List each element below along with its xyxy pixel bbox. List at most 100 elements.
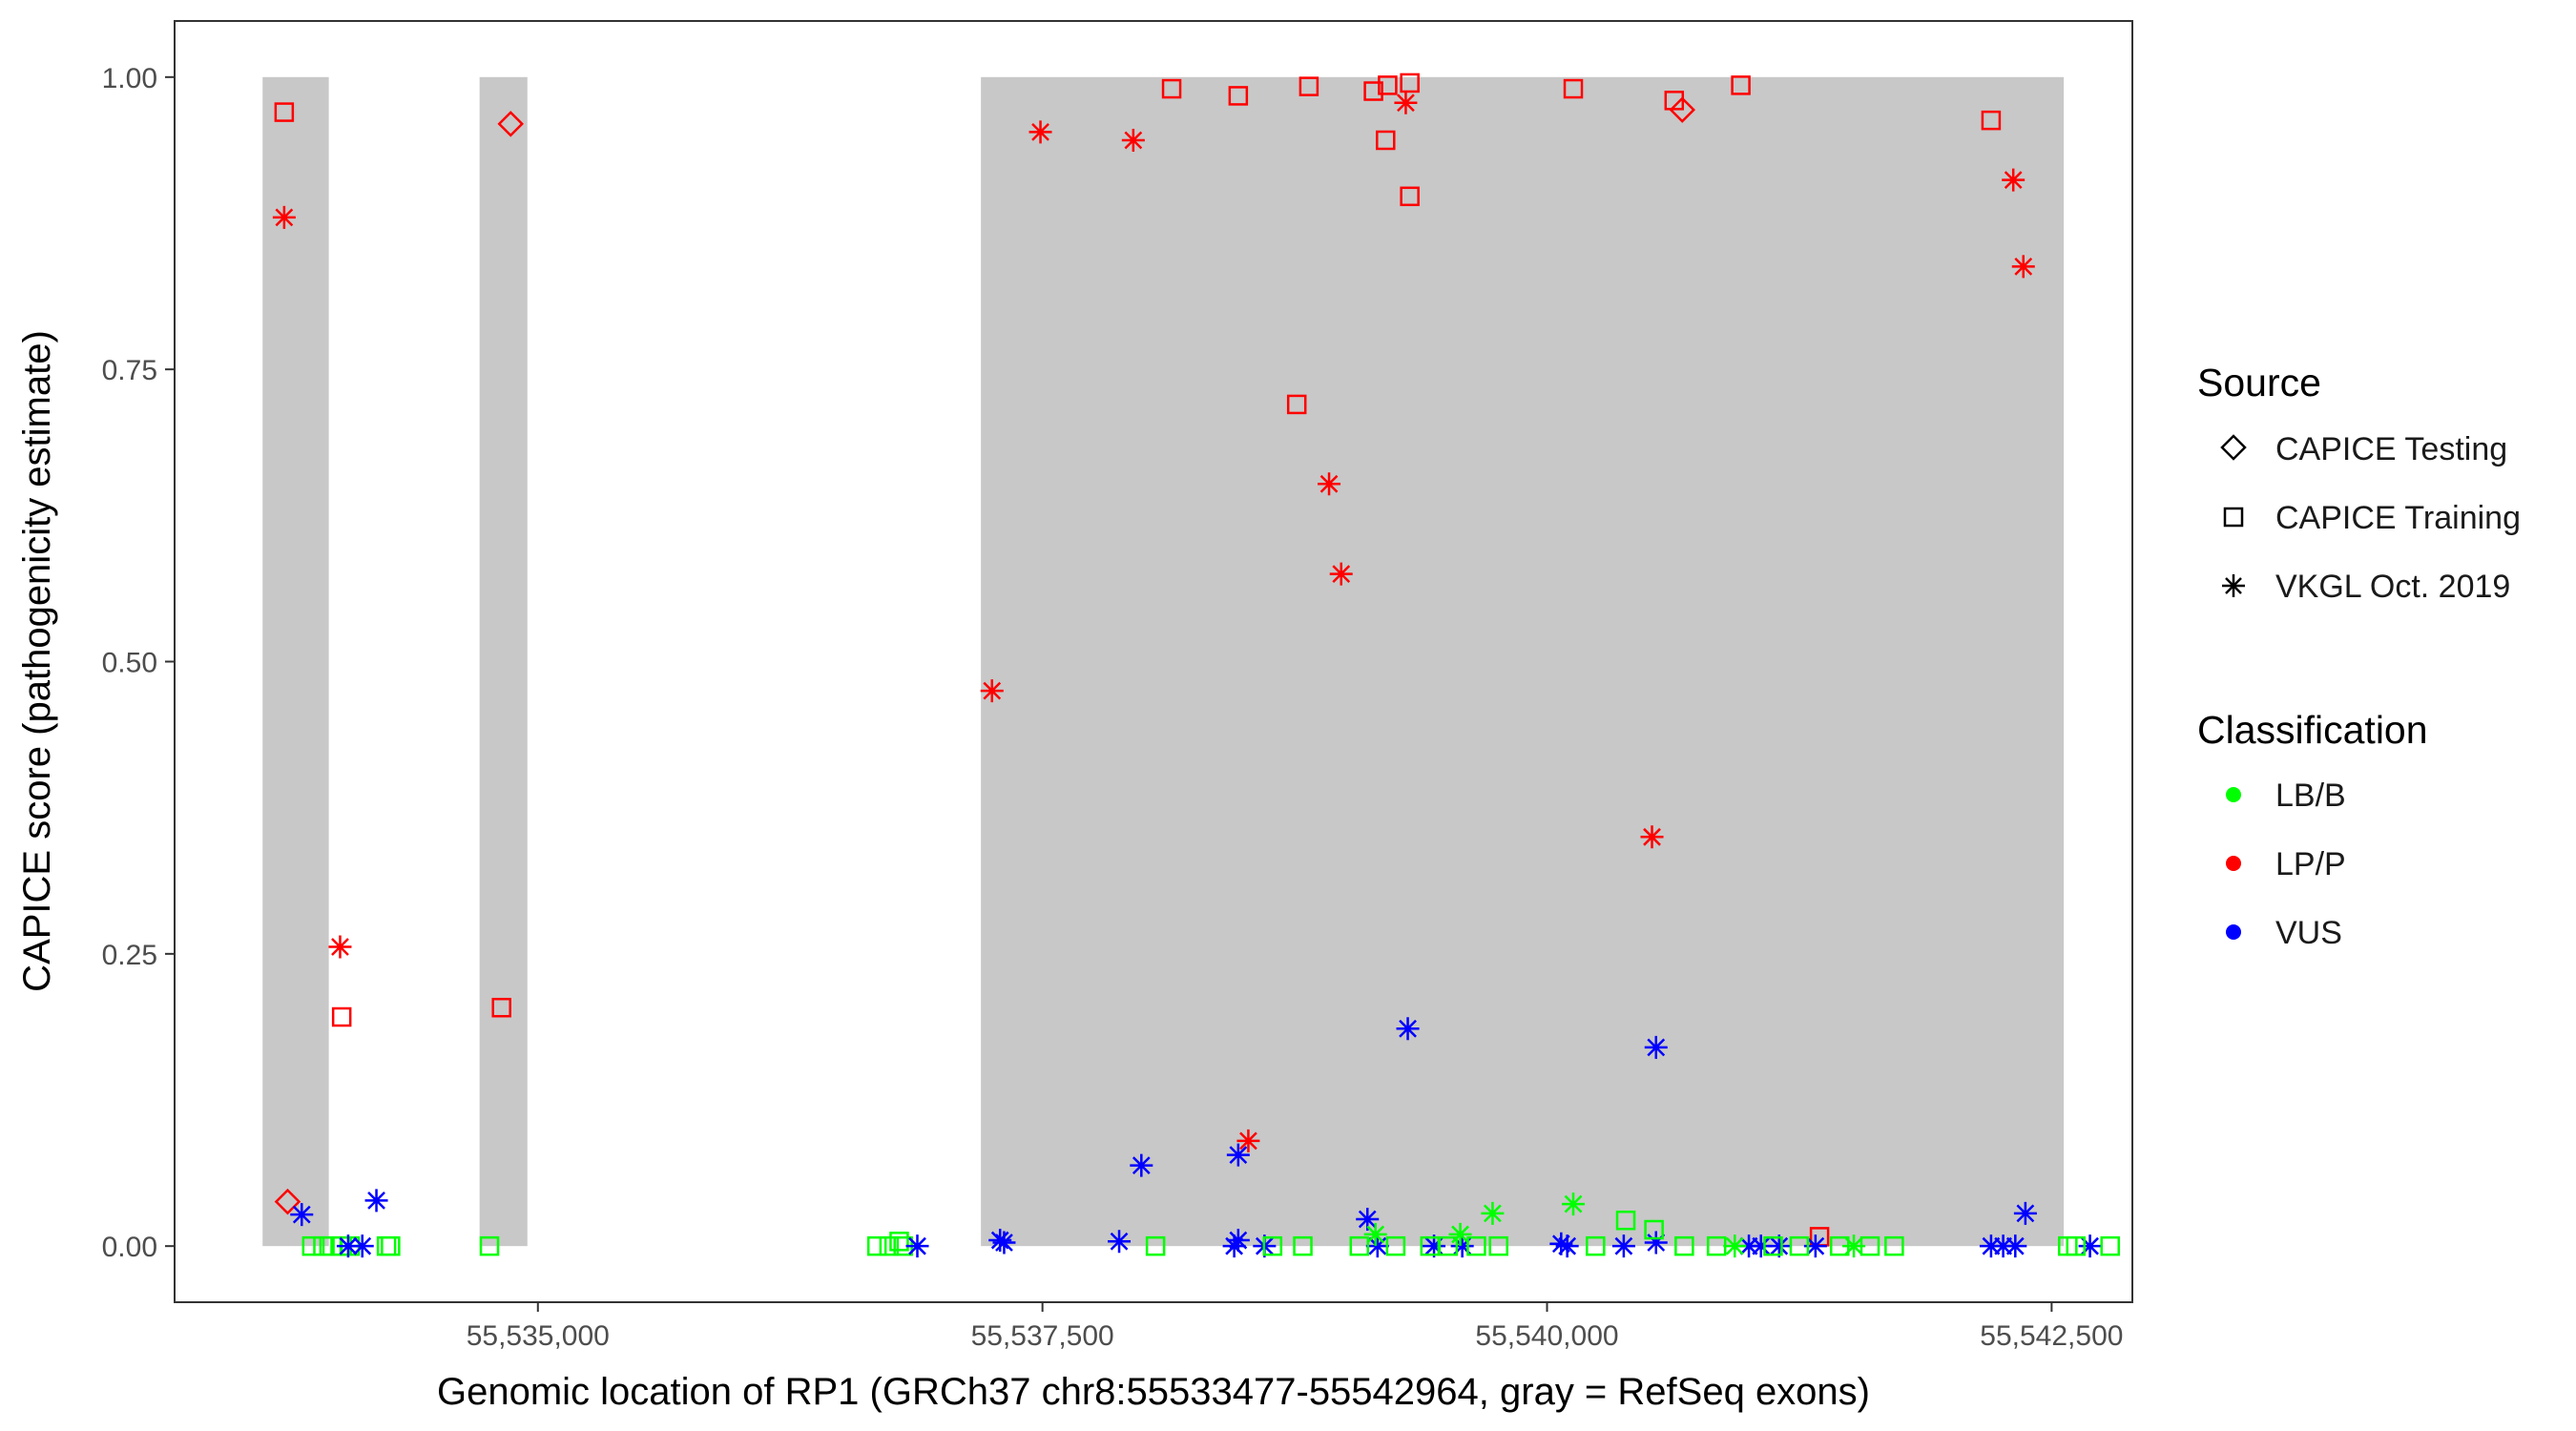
diamond-icon [2220,434,2247,461]
point-asterisk-51 [1644,1035,1668,1059]
point-asterisk-53 [1226,1143,1250,1167]
exon-regions [262,76,2065,1247]
point-square-4 [331,1006,352,1027]
point-asterisk-56 [988,1229,1012,1253]
legend: Source CAPICE Testing CAPICE Training VK… [2197,361,2521,951]
point-asterisk-64 [1450,1234,1474,1258]
point-asterisk-32 [1318,472,1341,496]
point-diamond-42 [1669,96,1696,123]
point-square-35 [1376,130,1396,151]
x-tick-label-2: 55,537,500 [971,1320,1114,1352]
point-asterisk-69 [1737,1234,1761,1258]
point-asterisk-52 [1130,1153,1153,1177]
point-asterisk-24 [905,1234,929,1258]
point-asterisk-59 [1222,1234,1246,1258]
point-asterisk-67 [1611,1234,1635,1258]
point-asterisk-47 [1640,825,1664,849]
x-tick-label-3: 55,540,000 [1475,1320,1618,1352]
point-asterisk-27 [1121,128,1145,152]
point-asterisk-6 [290,1203,314,1227]
point-asterisk-80 [1363,1222,1387,1246]
legend-source-title: Source [2197,361,2321,404]
point-asterisk-16 [350,1234,374,1258]
point-asterisk-15 [336,1234,360,1258]
legend-source-label-testing: CAPICE Testing [2275,431,2507,467]
x-tick-label-1: 55,535,000 [467,1320,610,1352]
point-asterisk-60 [1226,1229,1250,1253]
point-square-36 [1378,75,1398,95]
y-axis-label: CAPICE score (pathogenicity estimate) [16,330,58,992]
y-tick-label-3: 0.50 [102,648,157,679]
point-square-104 [2100,1235,2120,1256]
legend-dot-lpp [2226,856,2241,871]
point-asterisk-37 [1394,91,1418,114]
exon-region-2 [479,76,528,1247]
point-diamond-17 [497,111,524,137]
point-asterisk-2 [272,205,296,229]
point-square-29 [1228,86,1249,106]
legend-class-label-vus: VUS [2275,915,2342,951]
point-square-93 [1674,1235,1694,1256]
x-axis-label: Genomic location of RP1 (GRCh37 chr8:555… [437,1371,1870,1413]
point-asterisk-57 [992,1231,1016,1255]
point-square-81 [1615,1210,1636,1231]
point-asterisk-77 [1481,1201,1505,1225]
legend-source-item-training: CAPICE Training [2223,500,2521,536]
point-asterisk-3 [328,935,352,959]
point-asterisk-76 [2078,1234,2102,1258]
point-asterisk-45 [2002,168,2025,192]
point-square-31 [1298,76,1319,96]
point-asterisk-70 [1749,1234,1773,1258]
point-asterisk-72 [1803,1234,1827,1258]
point-square-21 [879,1235,900,1256]
data-points [272,73,2120,1258]
point-asterisk-58 [1108,1230,1132,1254]
point-asterisk-54 [1356,1208,1380,1231]
point-square-96 [1763,1235,1783,1256]
point-square-89 [1438,1235,1459,1256]
legend-source-item-vkgl: VKGL Oct. 2019 [2222,569,2510,605]
point-square-28 [1161,78,1182,99]
point-square-22 [889,1232,909,1252]
point-asterisk-7 [364,1189,388,1213]
point-square-101 [1884,1235,1904,1256]
legend-source-label-training: CAPICE Training [2275,500,2521,536]
point-square-83 [1145,1235,1166,1256]
point-square-97 [1789,1235,1810,1256]
point-square-43 [1731,75,1751,95]
legend-source-label-vkgl: VKGL Oct. 2019 [2275,569,2510,605]
point-asterisk-66 [1555,1234,1579,1258]
point-square-40 [1563,78,1584,99]
point-square-19 [479,1235,500,1256]
legend-dot-vus [2226,924,2241,940]
point-square-100 [1859,1235,1880,1256]
y-axis: 0.00 0.25 0.50 0.75 1.00 [102,63,175,1263]
point-asterisk-48 [1236,1129,1260,1152]
point-asterisk-33 [1329,562,1353,586]
y-tick-label-2: 0.25 [102,940,157,971]
point-square-82 [1644,1219,1664,1240]
legend-dot-lbb [2226,787,2241,802]
point-square-92 [1586,1235,1606,1256]
point-asterisk-68 [1644,1231,1668,1255]
asterisk-icon-stroke [2225,577,2242,594]
point-square-90 [1466,1235,1486,1256]
point-square-20 [866,1235,887,1256]
point-square-44 [1981,110,2002,131]
point-asterisk-50 [1396,1017,1420,1041]
point-asterisk-65 [1549,1232,1573,1255]
point-square-8 [301,1235,322,1256]
x-axis: 55,535,000 55,537,500 55,540,000 55,542,500 [467,1302,2123,1352]
point-square-85 [1293,1235,1313,1256]
legend-class-label-lpp: LP/P [2275,846,2346,882]
legend-source-item-testing: CAPICE Testing [2220,431,2507,467]
point-square-84 [1262,1235,1283,1256]
point-square-18 [491,997,511,1018]
point-asterisk-75 [2004,1234,2027,1258]
point-asterisk-55 [2013,1201,2037,1225]
legend-class-item-lbb: LB/B [2226,778,2346,814]
point-square-38 [1400,73,1420,93]
point-square-87 [1385,1235,1406,1256]
y-tick-label-1: 0.00 [102,1232,157,1263]
x-tick-label-4: 55,542,500 [1980,1320,2123,1352]
